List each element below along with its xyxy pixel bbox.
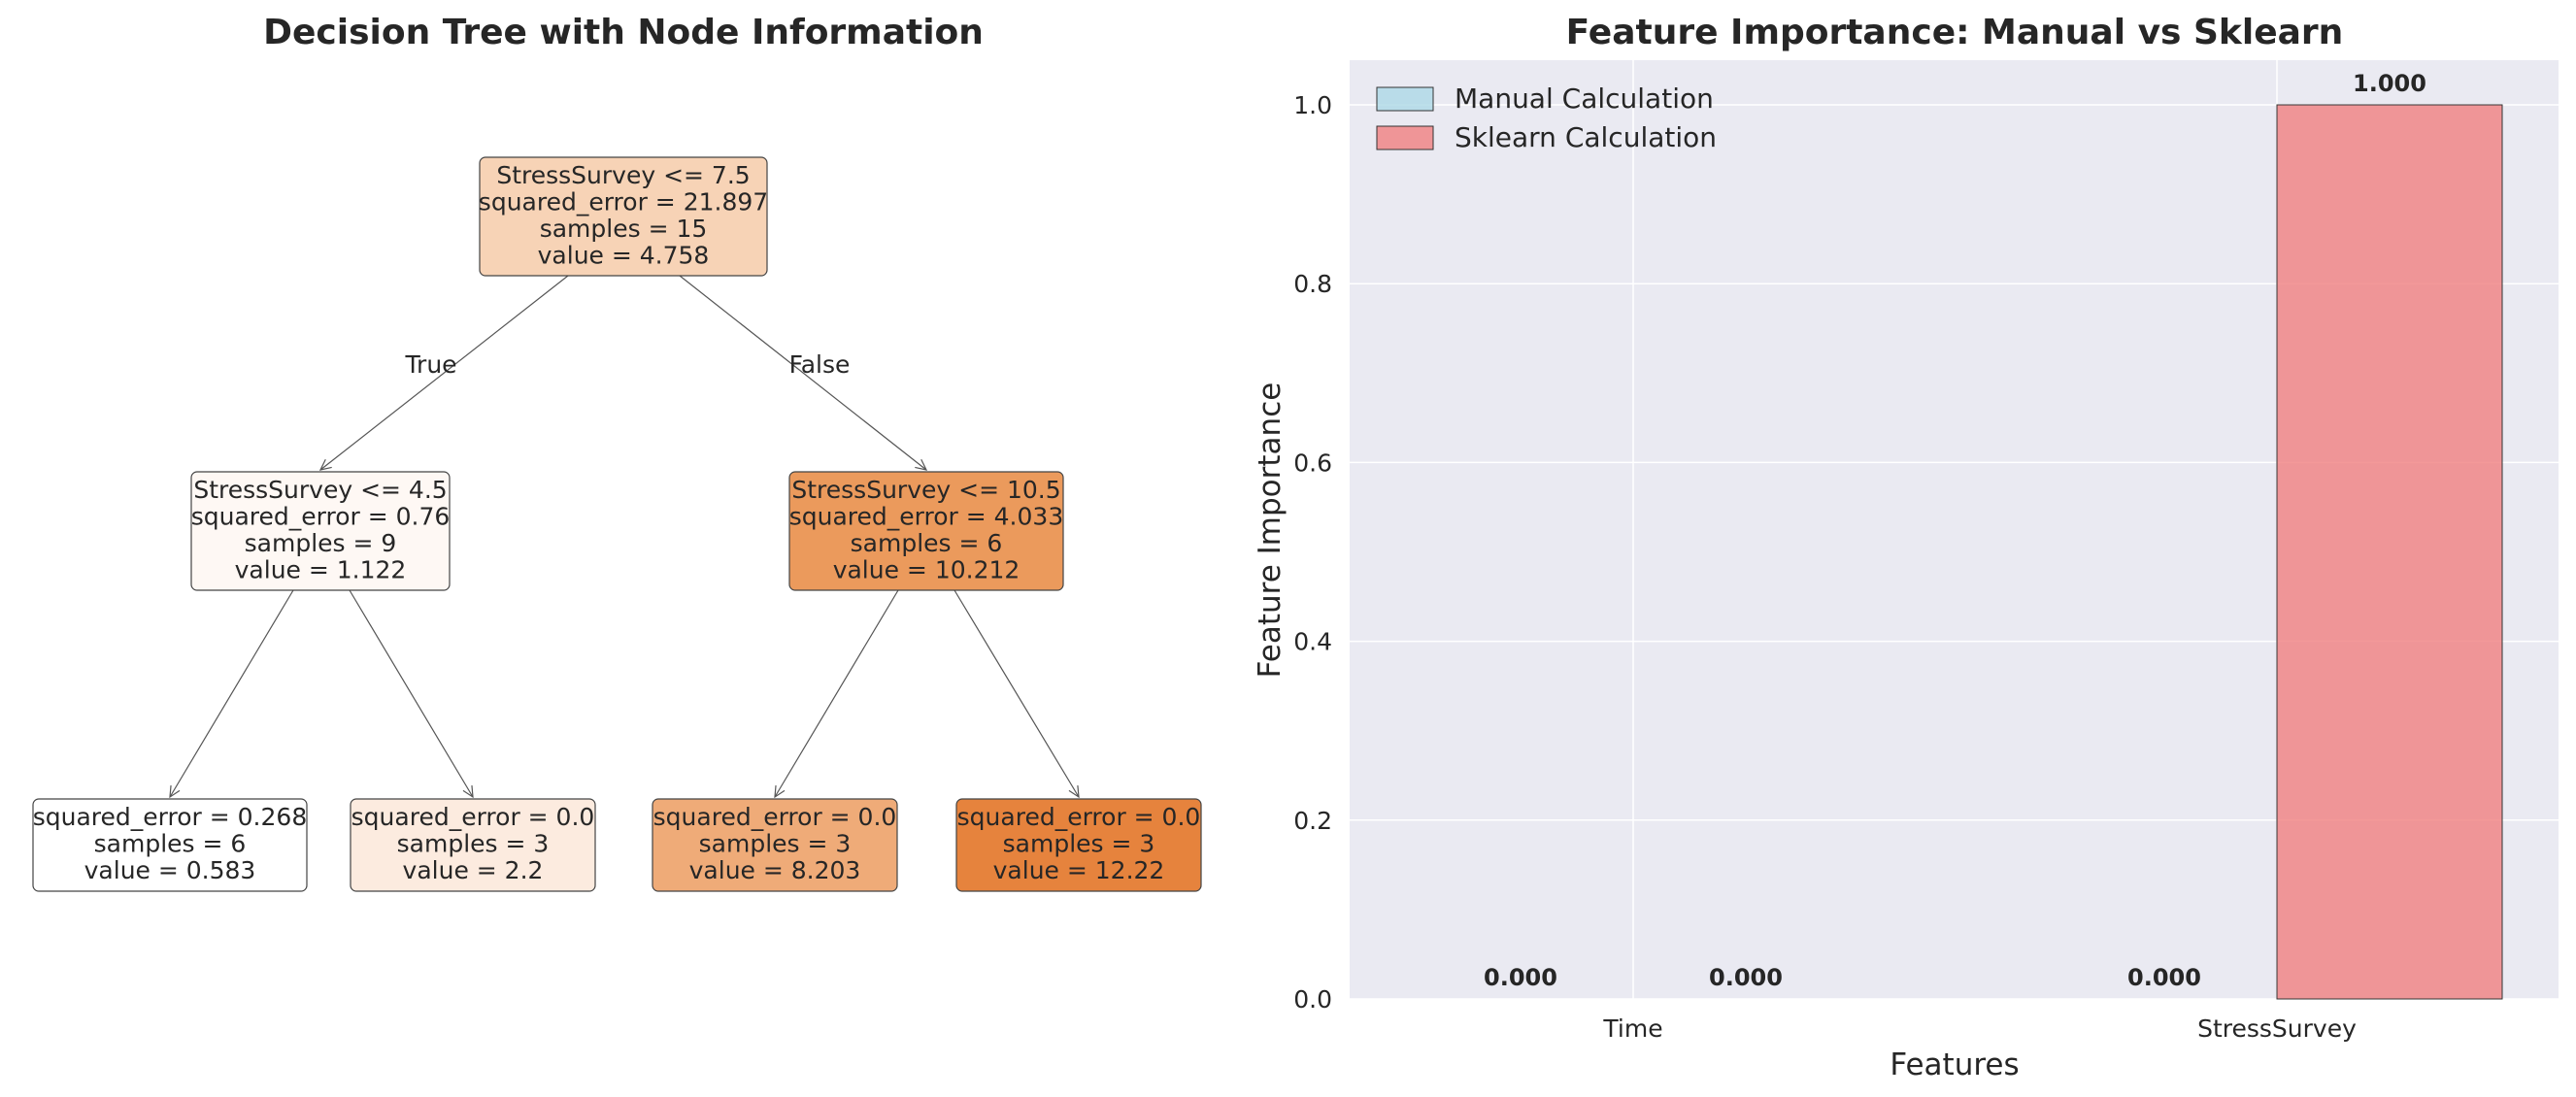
tree-edge-root-right: [679, 275, 927, 471]
bar-value-label: 0.000: [1709, 964, 1783, 991]
tree-node-box: [479, 156, 768, 277]
tree-edge-arrow-right-rl: [774, 784, 786, 799]
tree-edges: [169, 275, 1080, 799]
legend-label-sklearn: Sklearn Calculation: [1455, 121, 1717, 153]
bar-labels: 0.000 0.000 0.000 1.000: [1484, 70, 2426, 991]
tree-title: Decision Tree with Node Information: [263, 13, 984, 52]
tree-node-line: samples = 3: [699, 830, 852, 858]
tree-node-line: squared_error = 0.0: [351, 803, 595, 831]
tree-node-line: value = 4.758: [538, 242, 710, 270]
tree-edge-arrow-root-right: [915, 458, 928, 471]
tree-node-line: StressSurvey <= 7.5: [496, 161, 750, 189]
tree-node-line: value = 10.212: [833, 556, 1020, 584]
tree-node-line: squared_error = 21.897: [479, 188, 768, 216]
x-tick-label: Time: [1602, 1014, 1662, 1043]
chart-title: Feature Importance: Manual vs Sklearn: [1566, 13, 2344, 52]
legend-swatch-sklearn: [1376, 125, 1434, 150]
tree-node-line: value = 12.22: [993, 856, 1165, 884]
tree-node-line: value = 0.583: [84, 856, 256, 884]
tree-node-line: value = 1.122: [235, 556, 407, 584]
tree-node-line: samples = 6: [851, 529, 1003, 557]
tree-edge-arrow-right-rr: [1068, 784, 1080, 799]
tree-node-line: samples = 6: [94, 830, 247, 858]
tree-edge-arrow-root-left: [318, 458, 332, 471]
x-axis-label: Features: [1890, 1047, 2019, 1082]
tree-node-line: samples = 3: [397, 830, 550, 858]
tree-node-line: squared_error = 0.268: [33, 803, 307, 831]
y-axis-ticks: 0.0 0.2 0.4 0.6 0.8 1.0: [1293, 91, 1332, 1014]
edge-label-false: False: [789, 350, 851, 379]
tree-edge-left-lr: [349, 589, 474, 798]
legend: Manual Calculation Sklearn Calculation: [1376, 83, 1717, 153]
tree-edge-left-ll: [169, 589, 294, 798]
x-tick-label: StressSurvey: [2197, 1014, 2357, 1043]
tree-node-line: squared_error = 0.76: [191, 503, 451, 531]
tree-edge-arrow-left-ll: [169, 784, 181, 799]
tree-edge-right-rl: [774, 589, 899, 798]
tree-node-line: StressSurvey <= 4.5: [193, 476, 447, 504]
tree-node-box: [190, 471, 451, 591]
tree-node-line: samples = 9: [245, 529, 397, 557]
bars: [2276, 104, 2503, 1000]
tree-edge-arrow-left-lr: [462, 784, 474, 799]
y-tick-label: 0.6: [1293, 449, 1332, 477]
tree-panel: Decision Tree with Node Information Stre…: [32, 13, 1202, 892]
tree-node-line: value = 8.203: [689, 856, 861, 884]
bar-value-label: 0.000: [2127, 964, 2201, 991]
tree-node-box: [350, 798, 596, 892]
edge-label-true: True: [404, 350, 456, 379]
tree-node-line: squared_error = 0.0: [957, 803, 1201, 831]
tree-node-line: squared_error = 4.033: [789, 503, 1063, 531]
x-axis-ticks: Time StressSurvey: [1602, 1014, 2357, 1043]
tree-node-line: samples = 15: [540, 215, 708, 243]
bar-value-label: 0.000: [1484, 964, 1557, 991]
y-tick-label: 0.2: [1293, 807, 1332, 835]
tree-node-box: [955, 798, 1202, 892]
bar-sklearn-stresssurvey: [2276, 104, 2503, 1000]
chart-panel: Feature Importance: Manual vs Sklearn 0.…: [1253, 13, 2559, 1082]
tree-node-line: StressSurvey <= 10.5: [791, 476, 1060, 504]
y-tick-label: 0.0: [1293, 985, 1332, 1014]
legend-label-manual: Manual Calculation: [1455, 83, 1714, 115]
y-tick-label: 1.0: [1293, 91, 1332, 119]
tree-node-box: [32, 798, 308, 892]
bar-value-label: 1.000: [2353, 70, 2426, 97]
tree-edge-right-rr: [953, 589, 1080, 798]
tree-node-box: [652, 798, 898, 892]
tree-node-line: samples = 3: [1003, 830, 1155, 858]
y-tick-label: 0.4: [1293, 628, 1332, 656]
tree-node-box: [788, 471, 1064, 591]
legend-swatch-manual: [1376, 86, 1434, 112]
tree-edge-root-left: [319, 275, 569, 471]
tree-node-line: value = 2.2: [403, 856, 544, 884]
y-axis-label: Feature Importance: [1253, 382, 1288, 679]
y-tick-label: 0.8: [1293, 270, 1332, 298]
tree-node-line: squared_error = 0.0: [653, 803, 897, 831]
